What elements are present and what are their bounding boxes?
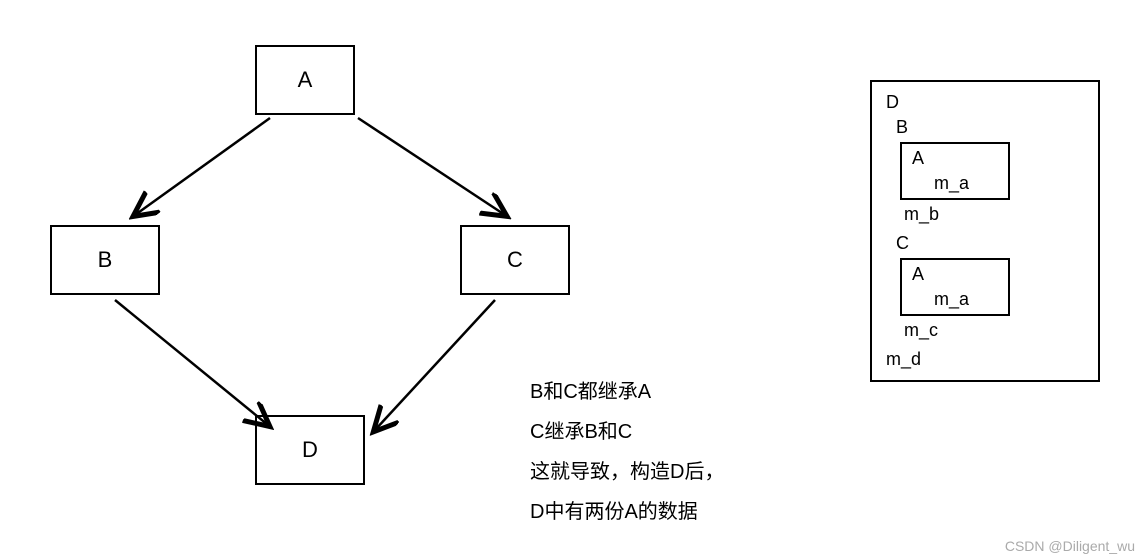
edge-c-d	[375, 300, 495, 430]
mem-block-c-inner: A m_a	[900, 258, 1010, 316]
mem-b-inner-label: A	[912, 148, 998, 169]
mem-b-member: m_b	[904, 204, 1084, 225]
node-c: C	[460, 225, 570, 295]
mem-block-b-label: B	[896, 117, 1084, 138]
edge-a-c	[358, 118, 505, 215]
mem-c-inner-label: A	[912, 264, 998, 285]
edge-a-b	[135, 118, 270, 215]
node-b-label: B	[98, 247, 113, 273]
edge-b-d	[115, 300, 268, 425]
mem-block-b-inner: A m_a	[900, 142, 1010, 200]
mem-block-c-label: C	[896, 233, 1084, 254]
mem-b-inner-member: m_a	[934, 173, 998, 194]
node-c-label: C	[507, 247, 523, 273]
node-b: B	[50, 225, 160, 295]
memory-layout: D B A m_a m_b C A m_a m_c m_d	[870, 80, 1100, 382]
watermark: CSDN @Diligent_wu	[1005, 538, 1135, 554]
node-a-label: A	[298, 67, 313, 93]
desc-line-3: D中有两份A的数据	[530, 492, 724, 532]
mem-c-inner-member: m_a	[934, 289, 998, 310]
desc-line-1: C继承B和C	[530, 412, 724, 452]
desc-line-2: 这就导致，构造D后，	[530, 452, 724, 492]
description-block: B和C都继承A C继承B和C 这就导致，构造D后， D中有两份A的数据	[530, 372, 724, 532]
mem-outer-label: D	[886, 92, 1084, 113]
mem-final-member: m_d	[886, 349, 1084, 370]
node-a: A	[255, 45, 355, 115]
node-d-label: D	[302, 437, 318, 463]
node-d: D	[255, 415, 365, 485]
mem-c-member: m_c	[904, 320, 1084, 341]
desc-line-0: B和C都继承A	[530, 372, 724, 412]
